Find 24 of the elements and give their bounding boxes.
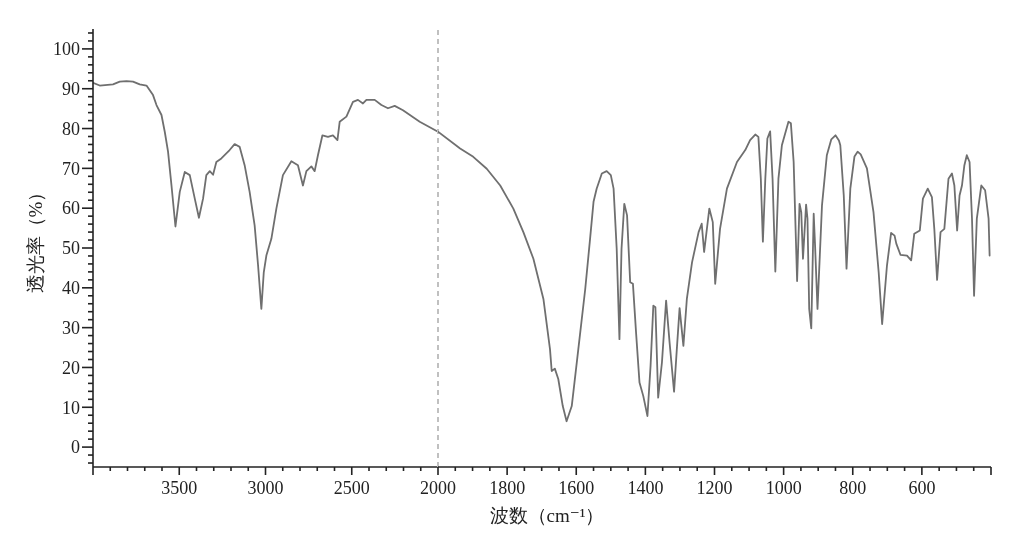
x-tick-label: 800 <box>839 478 867 498</box>
x-axis-title: 波数（cm⁻¹） <box>489 504 605 526</box>
x-tick-label: 1400 <box>627 478 664 498</box>
x-tick-label: 3000 <box>247 478 284 498</box>
y-tick-label: 50 <box>62 238 80 259</box>
x-tick-label: 1200 <box>696 478 733 498</box>
x-tick-label: 600 <box>908 478 936 498</box>
y-tick-label: 100 <box>53 39 80 60</box>
y-axis-title: 透光率（%） <box>24 182 46 294</box>
x-tick-label: 1600 <box>558 478 595 498</box>
y-tick-label: 60 <box>62 198 80 219</box>
y-tick-label: 10 <box>62 397 80 418</box>
x-tick-label: 2000 <box>420 478 456 498</box>
y-tick-label: 90 <box>62 79 80 100</box>
x-tick-label: 3500 <box>161 478 198 498</box>
x-tick-label: 1800 <box>489 478 526 498</box>
y-tick-label: 20 <box>62 357 80 378</box>
y-tick-label: 80 <box>62 118 80 139</box>
y-tick-label: 40 <box>62 278 80 299</box>
y-tick-label: 70 <box>62 158 80 179</box>
y-tick-label: 30 <box>62 317 80 338</box>
x-tick-label: 2500 <box>333 478 370 498</box>
y-tick-label: 0 <box>71 437 80 458</box>
x-tick-label: 1000 <box>765 478 802 498</box>
